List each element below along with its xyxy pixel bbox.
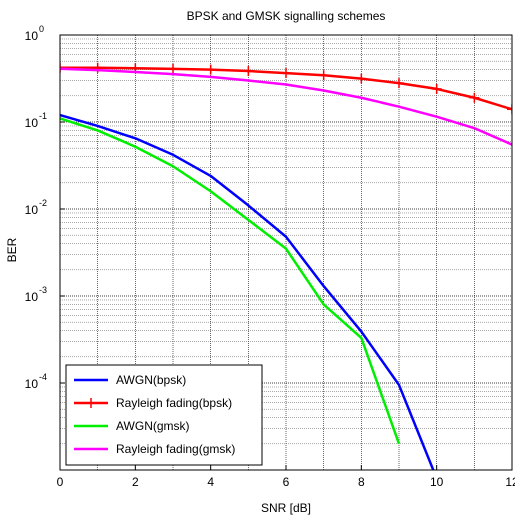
legend-label: Rayleigh fading(bpsk) [116,396,232,410]
series-marker [431,83,442,94]
series-marker [205,64,216,75]
series-marker [507,104,512,115]
y-tick-label: 10 -3 [25,285,47,304]
y-tick-exponent: -3 [39,285,47,295]
legend-item: Rayleigh fading(bpsk) [74,396,232,410]
series-marker [469,92,480,103]
chart-title: BPSK and GMSK signalling schemes [187,9,386,23]
x-tick-label: 8 [358,475,365,489]
y-tick-base: 10 [25,377,39,391]
y-tick-exponent: -4 [39,372,47,382]
legend-label: AWGN(bpsk) [116,373,186,387]
series-marker [356,73,367,84]
series-marker [243,66,254,77]
y-axis-label: BER [5,237,19,262]
legend-item: AWGN(bpsk) [74,373,186,387]
series-line-2 [60,117,401,445]
y-tick-base: 10 [25,116,39,130]
series-marker [394,78,404,89]
x-tick-label: 0 [57,475,64,489]
x-axis-label: SNR [dB] [261,501,311,515]
y-tick-base: 10 [25,290,39,304]
series-lines [60,62,512,470]
y-tick-exponent: -2 [39,198,47,208]
x-tick-label: 10 [430,475,444,489]
series-line-3 [60,67,512,146]
series-line-0 [60,113,435,470]
series-marker [318,70,329,81]
x-tick-label: 4 [207,475,214,489]
legend-item: Rayleigh fading(gmsk) [74,442,235,456]
series-marker [168,63,178,74]
y-tick-label: 10 -1 [25,111,47,130]
series-marker [281,68,291,79]
y-tick-exponent: -1 [39,111,47,121]
x-axis-ticks: 0 2 4 6 8 10 12 [57,465,515,489]
x-tick-label: 6 [283,475,290,489]
x-tick-label: 12 [505,475,515,489]
legend-label: AWGN(gmsk) [116,419,190,433]
y-tick-label: 10 0 [25,24,44,43]
legend: AWGN(bpsk) Rayleigh fading(bpsk) AWGN(gmsk… [65,364,263,466]
y-tick-label: 10 -2 [25,198,47,217]
x-tick-label: 2 [132,475,139,489]
y-tick-exponent: 0 [39,24,44,34]
y-tick-label: 10 -4 [25,372,47,391]
legend-item: AWGN(gmsk) [74,419,190,433]
legend-label: Rayleigh fading(gmsk) [116,442,235,456]
y-tick-base: 10 [25,29,39,43]
grid [59,35,513,471]
y-tick-base: 10 [25,203,39,217]
